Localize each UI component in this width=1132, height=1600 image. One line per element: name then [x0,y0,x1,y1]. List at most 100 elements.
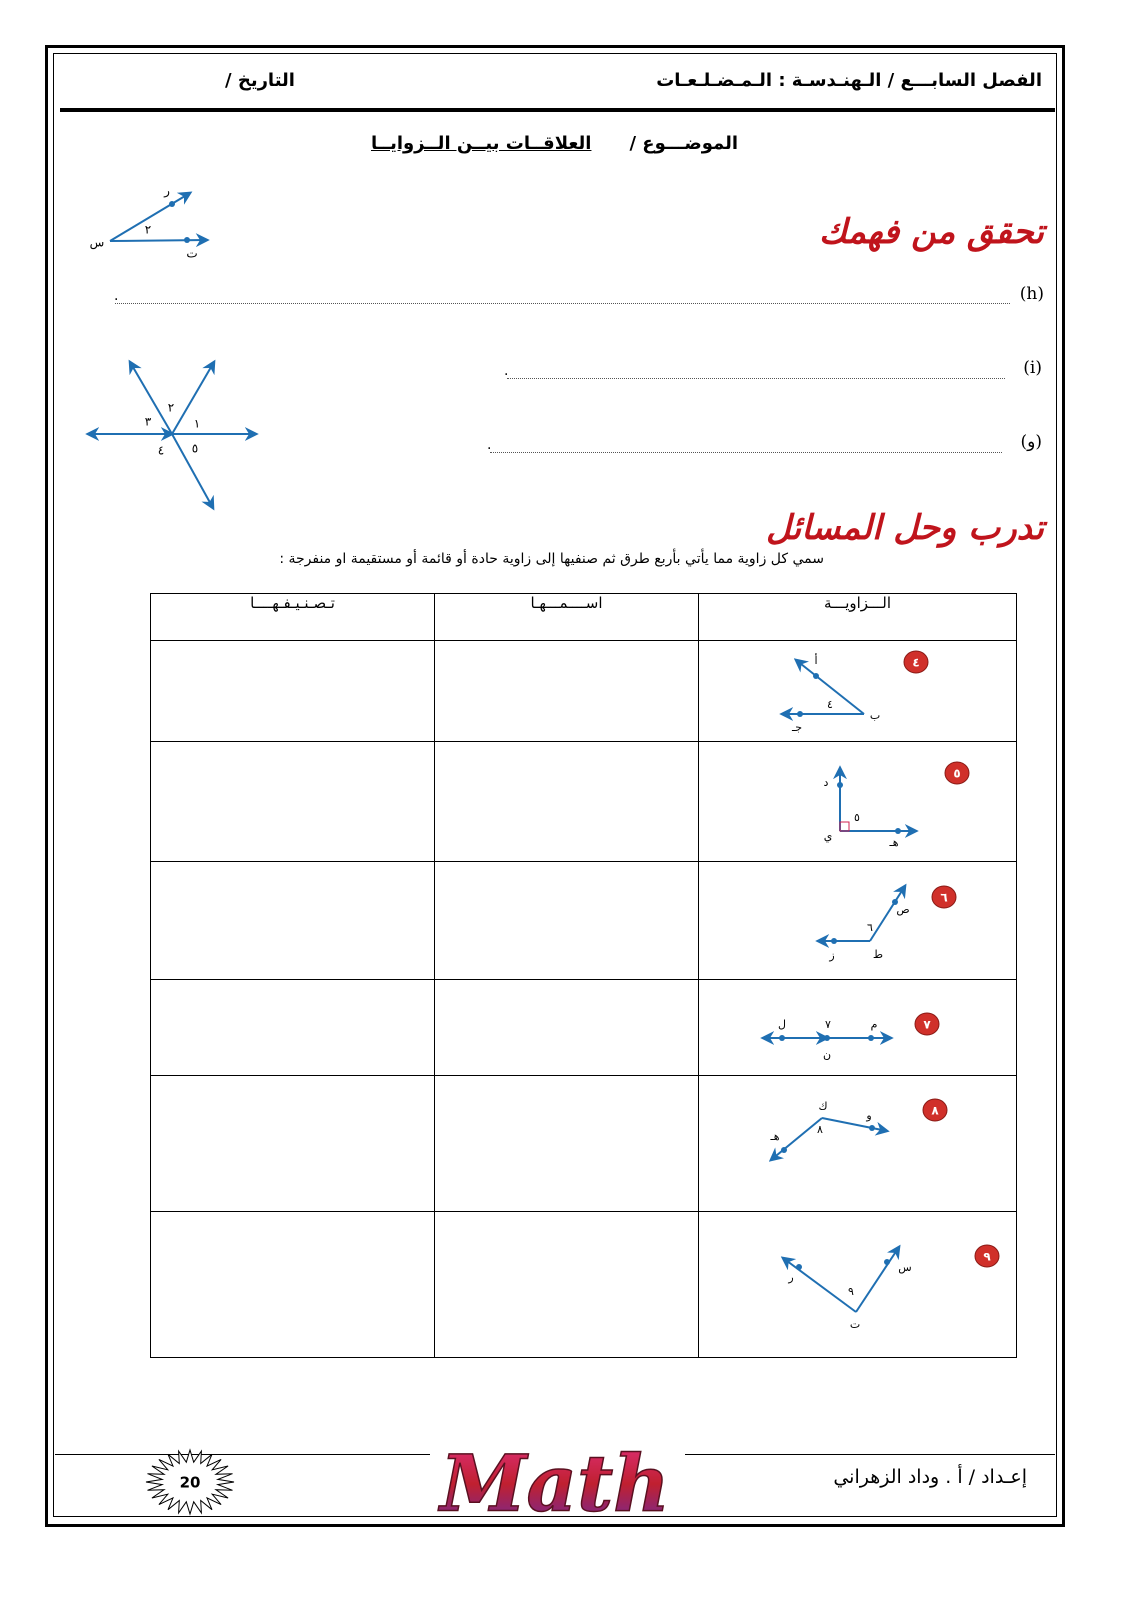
point [884,1259,890,1265]
figure-label: أ [814,653,817,667]
figure-label: ١ [194,417,200,431]
page-number: 20 [180,1474,201,1492]
figure-label: ٤ [158,444,164,458]
figure-label: هـ [888,836,898,849]
figure-label: ر [787,1271,793,1284]
answer-end: . [114,288,119,304]
figure-label: و [865,1109,871,1122]
answer-line [490,452,1002,453]
outer-frame [45,45,1065,1527]
badge-number: ٦ [940,891,947,905]
figure-label: ط [873,948,883,961]
item-label: (i) [1023,358,1042,378]
point [781,1147,787,1153]
figure-label: ر [163,184,170,199]
number-badge [922,1098,948,1122]
figure-label: س [90,236,105,251]
item-label: (و) [1020,432,1043,452]
point [895,828,901,834]
number-badge [931,885,957,909]
figure-label: ت [850,1318,860,1331]
figure-label: ٦ [867,921,873,934]
figure-label: ك [818,1100,827,1113]
point [796,1264,802,1270]
badge-number: ٩ [983,1250,991,1264]
cell [698,1075,1017,1212]
cell [150,861,435,980]
ray [171,433,215,511]
answer-line [115,303,1010,304]
figure-label: ل [778,1018,786,1031]
cell [150,1211,435,1358]
point [779,1035,785,1041]
cell [434,979,699,1076]
point [169,201,175,207]
topic-label: الموضـــوع / [629,133,738,154]
ray [109,233,210,248]
cell [434,1075,699,1212]
point [837,782,843,788]
point [184,237,190,243]
figure-label: ٣ [145,415,152,429]
right-angle-mark [839,821,850,832]
number-badge [974,1244,1000,1268]
ray [821,1117,890,1136]
instruction: سمي كل زاوية مما يأتي بأربع طرق ثم صنفيه… [279,551,824,567]
ray [128,359,173,435]
figure-label: ٩ [848,1285,854,1298]
figure-label: ٢ [168,401,174,415]
footer-rule [685,1454,1055,1455]
figure-label: ت [186,247,197,261]
date-label: التاريخ / [225,70,295,91]
inner-frame [53,53,1057,1517]
chapter-title: الفصل السابـــع / الـهنـدسـة : الـمـضـلـ… [656,70,1042,91]
cell [150,640,435,742]
cell [150,979,435,1076]
figure-label: ن [823,1048,831,1061]
number-badge [903,650,929,674]
figure-label: ٨ [817,1123,823,1136]
cell [698,979,1017,1076]
cell [698,1211,1017,1358]
ray [171,359,216,435]
logo: Math [437,1439,670,1530]
table-header: تـصـنـيـفـهــــا [150,593,435,641]
badge-number: ٤ [912,656,919,670]
cell [698,741,1017,862]
figure-label: ٧ [825,1018,831,1031]
badge-number: ٥ [953,767,960,781]
number-badge [944,761,970,785]
number-badge [914,1012,940,1036]
topic-title: العلاقــات بيــن الــزوايــا [371,133,592,154]
figure-label: ٥ [192,442,198,456]
answer-table: الـــزاويـــة اســــمـــهـا تـصـنـيـفـهـــ… [150,593,1017,1358]
section-heading: تدرب وحل المسائل [766,508,1044,548]
figure-label: ٥ [854,811,860,824]
badge-number: ٧ [923,1018,931,1032]
ray [869,883,907,942]
point [813,673,819,679]
figure-label: م [871,1018,878,1031]
point [892,899,898,905]
point [824,1035,830,1041]
item-label: (h) [1019,284,1044,304]
header-rule [60,108,1055,112]
point [869,1125,875,1131]
section-heading: تحقق من فهمك [819,212,1044,252]
point [831,938,837,944]
figure-label: هـ [769,1130,779,1143]
ray [855,1244,901,1313]
ray [793,658,865,715]
footer-rule [55,1454,430,1455]
answer-end: . [504,363,509,379]
answer-end: . [487,437,492,453]
cell [434,741,699,862]
ray [109,191,193,242]
cell [698,861,1017,980]
answer-line [507,378,1005,379]
point [797,711,803,717]
figure-label: ي [824,830,833,843]
ray [768,1117,823,1162]
